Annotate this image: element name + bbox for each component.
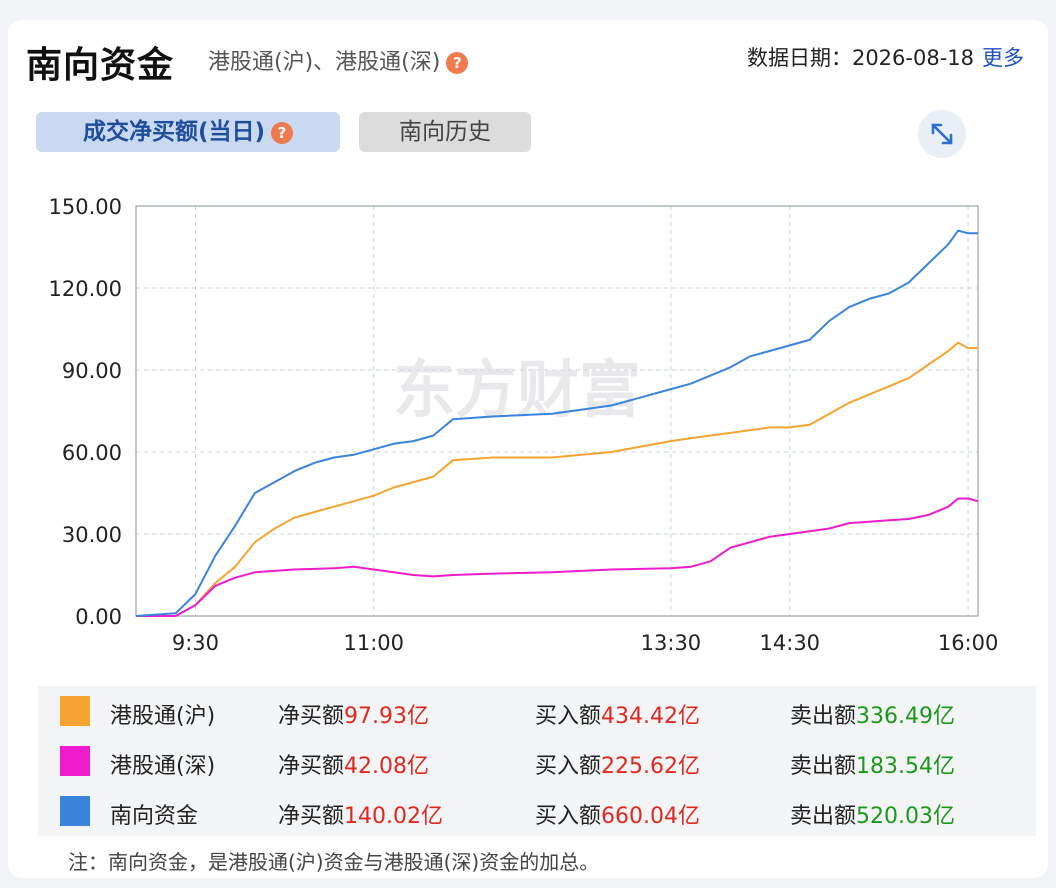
- sell-value: 183.54亿: [856, 754, 955, 779]
- data-date: 数据日期：2026-08-18 更多: [747, 42, 1024, 72]
- net-buy-cell: 净买额42.08亿: [278, 748, 429, 780]
- sell-label: 卖出额: [790, 754, 857, 779]
- tab-net-buy-label: 成交净买额(当日): [82, 119, 266, 145]
- legend-swatch: [60, 696, 90, 726]
- expand-icon[interactable]: [918, 110, 966, 158]
- tab-net-buy-today[interactable]: 成交净买额(当日)?: [36, 112, 340, 152]
- net-buy-cell: 净买额97.93亿: [278, 698, 429, 730]
- y-tick-label: 60.00: [62, 441, 122, 465]
- sell-value: 336.49亿: [856, 704, 955, 729]
- net-buy-line-chart: 东方财富 150.00 120.00 90.00 60.00 30.00 0.00 9:30 1…: [49, 196, 999, 655]
- summary-row: 南向资金 净买额140.02亿 买入额660.04亿 卖出额520.03亿: [38, 786, 1036, 836]
- page-subtitle: 港股通(沪)、港股通(深)?: [208, 44, 469, 76]
- x-tick-label: 14:30: [760, 631, 821, 655]
- y-tick-label: 90.00: [62, 359, 122, 383]
- sell-label: 卖出额: [790, 704, 857, 729]
- buy-value: 660.04亿: [601, 804, 700, 829]
- series-line-1: [136, 497, 979, 617]
- sell-cell: 卖出额336.49亿: [790, 698, 955, 730]
- buy-value: 225.62亿: [601, 754, 700, 779]
- series-line-2: [135, 229, 978, 617]
- y-tick-label: 0.00: [75, 605, 122, 629]
- legend-series-name: 南向资金: [110, 804, 199, 829]
- x-tick-label: 9:30: [172, 631, 219, 655]
- footnote: 注：南向资金，是港股通(沪)资金与港股通(深)资金的加总。: [68, 850, 600, 874]
- buy-label: 买入额: [535, 704, 602, 729]
- legend-series-name: 港股通(沪): [110, 704, 216, 729]
- legend-series-name: 港股通(深): [110, 754, 216, 779]
- summary-row: 港股通(沪) 净买额97.93亿 买入额434.42亿 卖出额336.49亿: [38, 686, 1036, 736]
- net-buy-label: 净买额: [278, 804, 345, 829]
- tab-southbound-history[interactable]: 南向历史: [359, 112, 531, 152]
- net-buy-value: 140.02亿: [344, 804, 443, 829]
- buy-cell: 买入额660.04亿: [535, 798, 700, 830]
- buy-label: 买入额: [535, 804, 602, 829]
- net-buy-label: 净买额: [278, 754, 345, 779]
- tab-help-icon[interactable]: ?: [271, 121, 294, 144]
- date-value: 2026-08-18: [851, 46, 974, 70]
- sell-cell: 卖出额183.54亿: [790, 748, 955, 780]
- southbound-card: 南向资金 港股通(沪)、港股通(深)? 数据日期：2026-08-18 更多 成交…: [8, 20, 1048, 878]
- sell-label: 卖出额: [790, 804, 857, 829]
- net-buy-label: 净买额: [278, 704, 345, 729]
- legend-swatch: [60, 746, 90, 776]
- plot-frame: [135, 205, 979, 617]
- buy-cell: 买入额225.62亿: [535, 748, 700, 780]
- page-title: 南向资金: [26, 45, 175, 86]
- summary-table: 港股通(沪) 净买额97.93亿 买入额434.42亿 卖出额336.49亿 港股通(深…: [38, 686, 1036, 836]
- watermark-text: 东方财富: [393, 353, 641, 426]
- net-buy-value: 97.93亿: [344, 704, 429, 729]
- y-tick-label: 150.00: [49, 196, 122, 219]
- buy-value: 434.42亿: [601, 704, 700, 729]
- x-tick-label: 16:00: [938, 631, 999, 655]
- y-tick-label: 30.00: [62, 523, 122, 547]
- help-icon[interactable]: ?: [446, 52, 469, 74]
- subtitle-text: 港股通(沪)、港股通(深): [208, 50, 441, 75]
- net-buy-value: 42.08亿: [344, 754, 429, 779]
- x-tick-label: 11:00: [343, 631, 404, 655]
- date-label: 数据日期：: [746, 46, 852, 70]
- buy-cell: 买入额434.42亿: [535, 698, 700, 730]
- buy-label: 买入额: [535, 754, 602, 779]
- series-line-0: [136, 341, 978, 617]
- sell-value: 520.03亿: [856, 804, 955, 829]
- x-tick-label: 13:30: [641, 631, 702, 655]
- more-link[interactable]: 更多: [982, 46, 1024, 70]
- y-tick-label: 120.00: [49, 277, 122, 301]
- net-buy-cell: 净买额140.02亿: [278, 798, 443, 830]
- sell-cell: 卖出额520.03亿: [790, 798, 955, 830]
- summary-row: 港股通(深) 净买额42.08亿 买入额225.62亿 卖出额183.54亿: [38, 736, 1036, 786]
- legend-swatch: [60, 796, 90, 826]
